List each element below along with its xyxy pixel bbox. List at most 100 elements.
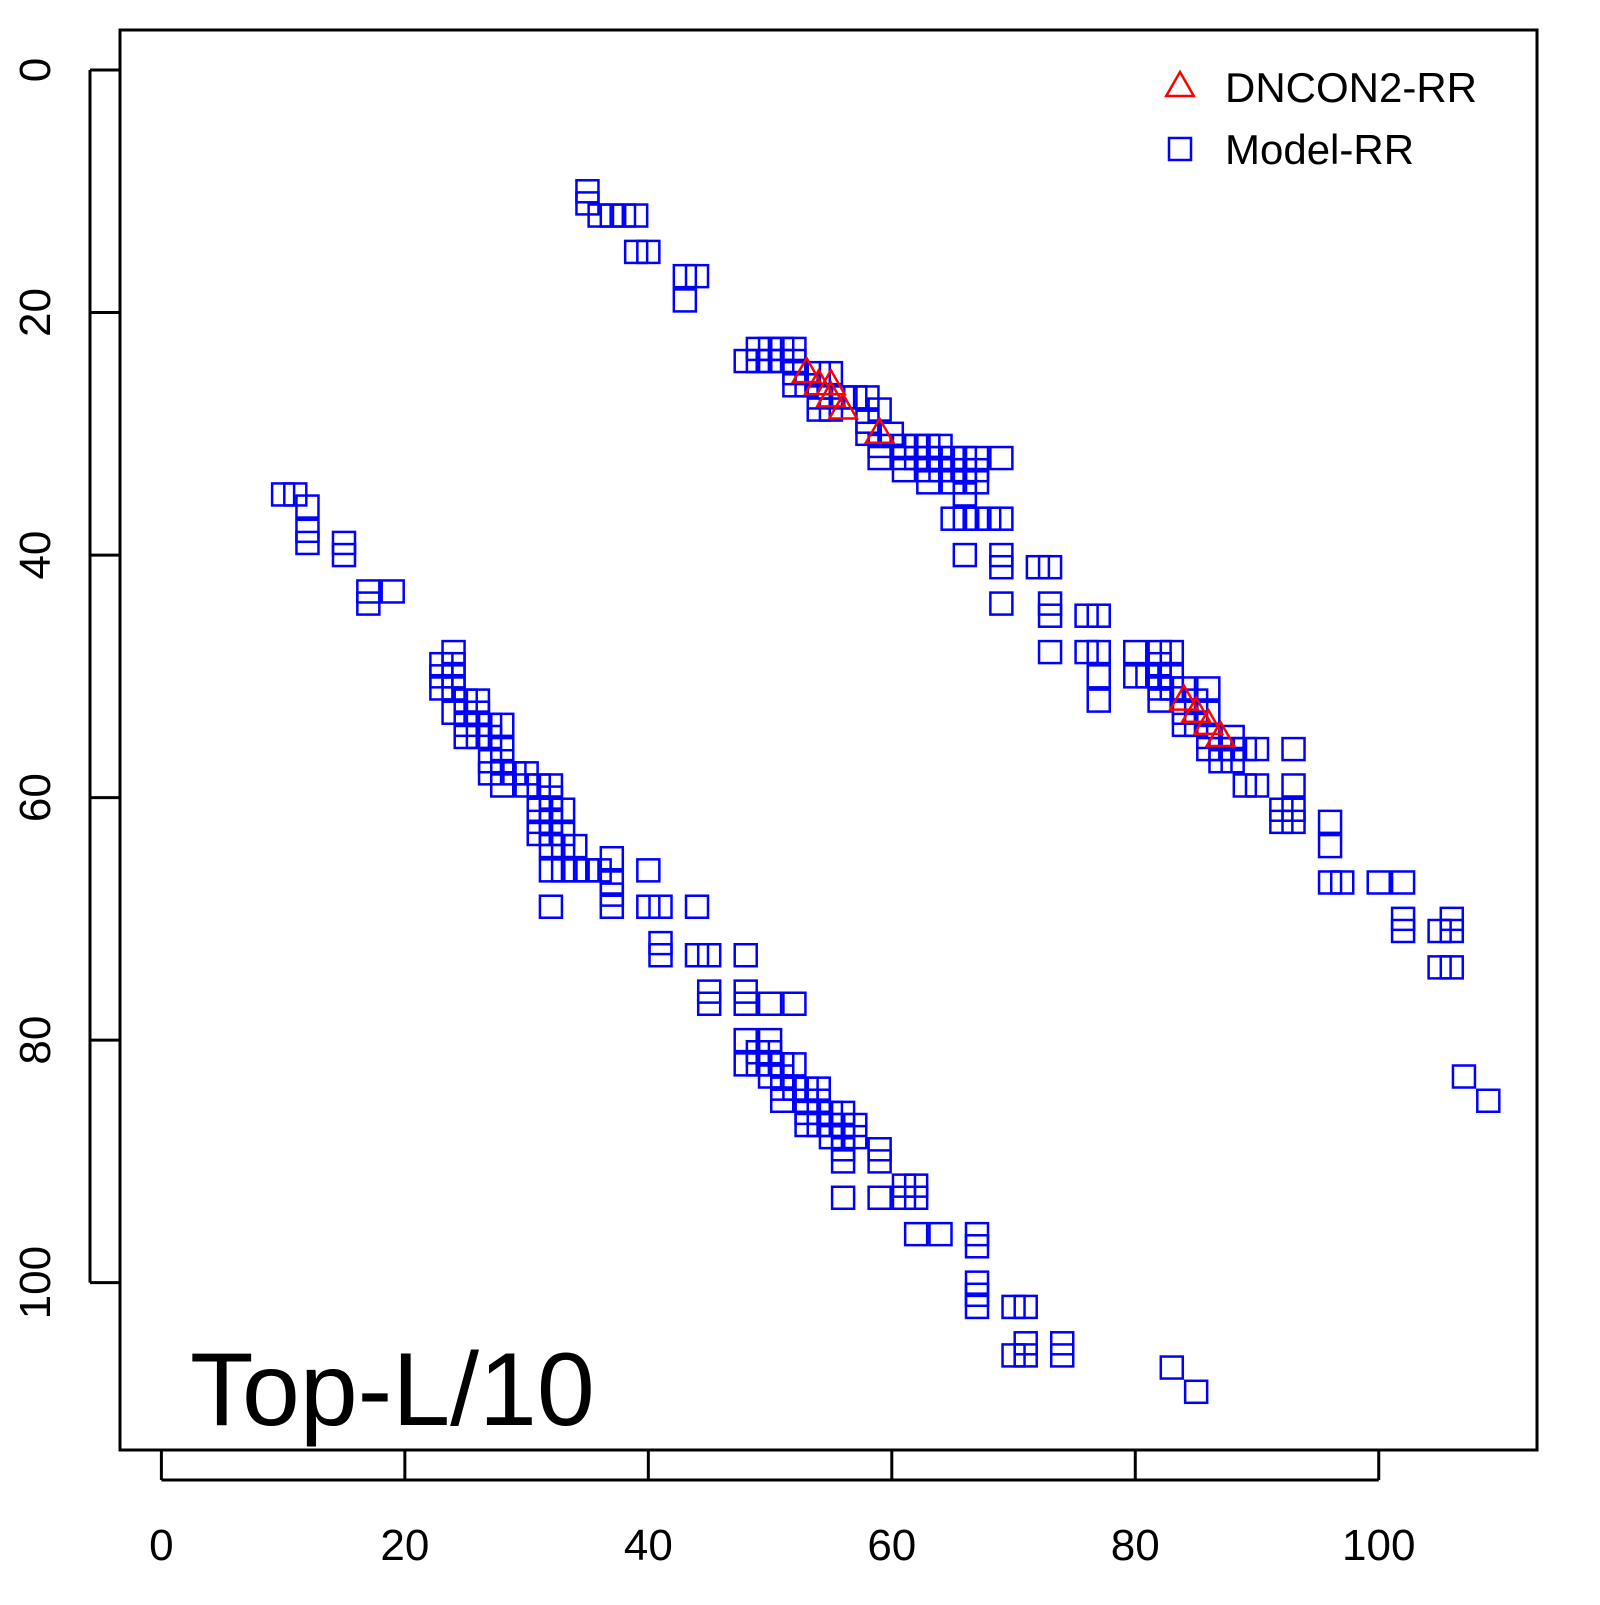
model-rr-point (1329, 870, 1355, 895)
x-tick-label: 20 (380, 1521, 429, 1570)
model-rr-point (1086, 688, 1112, 713)
dncon2-rr-point (1204, 719, 1237, 748)
model-rr-point (623, 203, 649, 228)
dncon2-rr-point (863, 416, 896, 445)
model-rr-point (1123, 639, 1148, 665)
x-tick-label: 60 (867, 1521, 916, 1570)
model-rr-point (331, 542, 357, 568)
y-tick-label: 40 (11, 531, 60, 580)
model-rr-point (356, 591, 381, 616)
model-rr-point (952, 542, 978, 568)
model-rr-point (1037, 554, 1063, 580)
model-rr-point (867, 1185, 892, 1211)
model-rr-point (1439, 955, 1465, 980)
model-rr-point (599, 894, 625, 919)
model-rr-point (1451, 1064, 1477, 1089)
model-rr-point (782, 1052, 807, 1077)
model-rr-point (989, 506, 1014, 531)
model-rr-point (1183, 1379, 1209, 1405)
model-rr-point (733, 991, 758, 1016)
model-rr-point (830, 1185, 856, 1211)
model-rr-point (989, 591, 1014, 616)
model-rr-point (1086, 603, 1112, 628)
marks-layer (270, 179, 1501, 1405)
dncon2-rr-point (790, 355, 823, 384)
dncon2-rr-point (1168, 683, 1200, 711)
model-rr-point (489, 712, 515, 738)
model-rr-point (782, 991, 807, 1016)
model-rr-point (636, 239, 661, 265)
dncon2-rr-point (814, 379, 847, 408)
model-rr-point (538, 894, 564, 919)
model-rr-point (830, 1149, 856, 1174)
y-tick-label: 20 (11, 288, 60, 337)
dncon2-rr-point (814, 367, 847, 396)
model-rr-point (295, 494, 320, 519)
model-rr-point (563, 833, 588, 859)
model-rr-point (903, 1221, 929, 1247)
model-rr-point (1317, 809, 1343, 835)
model-rr-point (928, 1221, 953, 1247)
panel-annotation: Top-L/10 (190, 1332, 595, 1448)
model-rr-point (672, 288, 698, 313)
model-rr-point (380, 579, 405, 604)
x-tick-label: 80 (1111, 1521, 1160, 1570)
dncon2-rr-point (1180, 695, 1213, 723)
model-rr-point (1390, 870, 1416, 895)
model-rr-point (1317, 833, 1343, 859)
legend-label: Model-RR (1225, 126, 1414, 173)
legend-triangle-icon (1164, 69, 1196, 98)
model-rr-point (1086, 639, 1112, 665)
model-rr-point (550, 797, 576, 822)
model-rr-point (1013, 1294, 1038, 1320)
x-tick-label: 40 (624, 1521, 673, 1570)
model-rr-point (989, 445, 1014, 471)
model-rr-point (1196, 676, 1221, 701)
model-rr-point (1281, 736, 1306, 762)
model-rr-point (1049, 1343, 1075, 1368)
y-tick-label: 0 (11, 58, 60, 82)
model-rr-point (684, 263, 710, 289)
model-rr-point (757, 991, 783, 1016)
dncon2-rr-point (827, 392, 860, 420)
model-rr-point (696, 991, 722, 1016)
model-rr-point (1159, 1355, 1185, 1380)
model-rr-point (1013, 1343, 1038, 1368)
model-rr-point (295, 530, 320, 556)
model-rr-point (1037, 603, 1063, 628)
legend-label: DNCON2-RR (1225, 64, 1477, 111)
model-rr-point (648, 942, 673, 968)
model-rr-point (733, 942, 758, 968)
y-tick-label: 80 (11, 1016, 60, 1065)
legend-square-icon (1167, 136, 1193, 162)
model-rr-point (1086, 664, 1112, 689)
model-rr-point (867, 1149, 892, 1174)
model-rr-point (843, 1124, 868, 1150)
model-rr-point (1037, 639, 1063, 665)
model-rr-point (1244, 773, 1270, 798)
x-tick-label: 0 (149, 1521, 173, 1570)
y-tick-label: 100 (11, 1246, 60, 1319)
model-rr-point (1244, 736, 1270, 762)
model-rr-point (1439, 918, 1465, 944)
model-rr-point (964, 1234, 990, 1259)
model-rr-point (903, 1185, 929, 1211)
model-rr-point (648, 894, 673, 919)
y-tick-label: 60 (11, 773, 60, 822)
axes-layer: 0 20 40 60 80 100 0 20 40 60 80 100 (11, 58, 1415, 1570)
model-rr-point (1281, 773, 1306, 798)
model-rr-point (636, 858, 661, 883)
model-rr-point (1159, 639, 1185, 665)
model-rr-point (587, 858, 612, 883)
x-tick-label: 100 (1342, 1521, 1415, 1570)
model-rr-point (964, 470, 990, 495)
model-rr-point (867, 445, 892, 471)
dncon2-rr-point (1192, 707, 1225, 736)
model-rr-point (1366, 870, 1391, 895)
model-rr-point (696, 942, 722, 968)
model-rr-point (1390, 918, 1416, 944)
legend: DNCON2-RR Model-RR (1164, 64, 1477, 173)
model-rr-point (1281, 809, 1306, 835)
